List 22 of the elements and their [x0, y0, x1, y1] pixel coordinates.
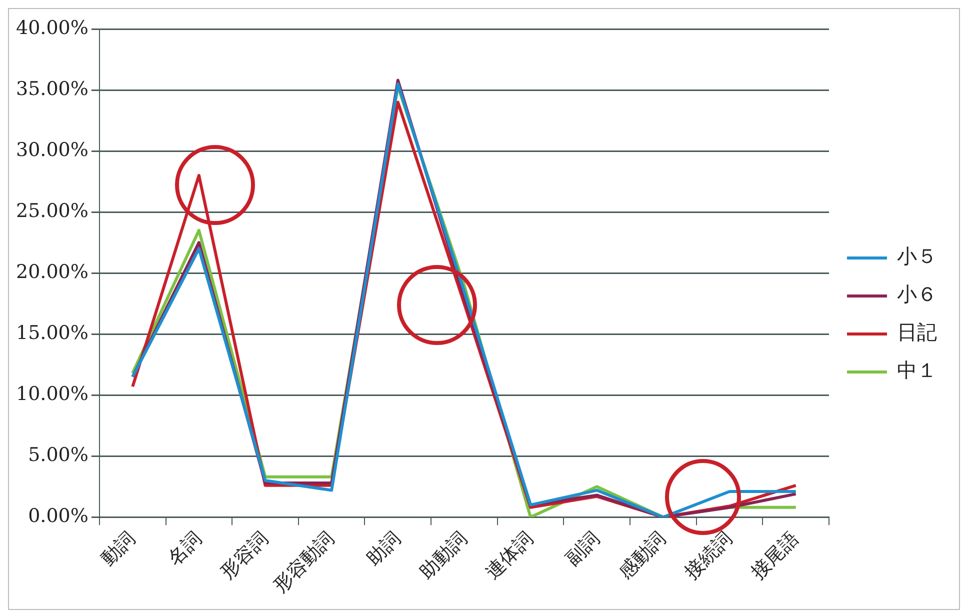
- legend-label: 小６: [897, 282, 937, 306]
- x-tick-label: 名詞: [164, 528, 206, 570]
- y-tick-label: 20.00%: [16, 261, 88, 284]
- x-tick-label: 接尾語: [747, 528, 803, 584]
- y-tick-label: 40.00%: [16, 16, 88, 39]
- y-tick-label: 35.00%: [16, 78, 88, 100]
- x-tick-label: 助詞: [362, 528, 405, 570]
- y-tick-label: 0.00%: [28, 505, 88, 528]
- x-tick-label: 助動詞: [415, 528, 472, 584]
- y-tick-label: 25.00%: [16, 200, 88, 222]
- legend-label: 中１: [897, 358, 937, 382]
- x-tick-label: 接続詞: [680, 528, 737, 584]
- y-tick-label: 10.00%: [16, 383, 88, 406]
- x-tick-label: 連体詞: [482, 528, 538, 584]
- x-tick-label: 感動詞: [614, 528, 670, 584]
- x-tick-label: 副詞: [561, 528, 604, 570]
- legend-label: 日記: [897, 320, 937, 344]
- x-tick-label: 動詞: [97, 528, 140, 570]
- y-tick-label: 5.00%: [28, 444, 88, 466]
- y-tick-label: 30.00%: [16, 138, 88, 161]
- legend-label: 小５: [897, 244, 937, 268]
- y-tick-label: 15.00%: [16, 322, 88, 344]
